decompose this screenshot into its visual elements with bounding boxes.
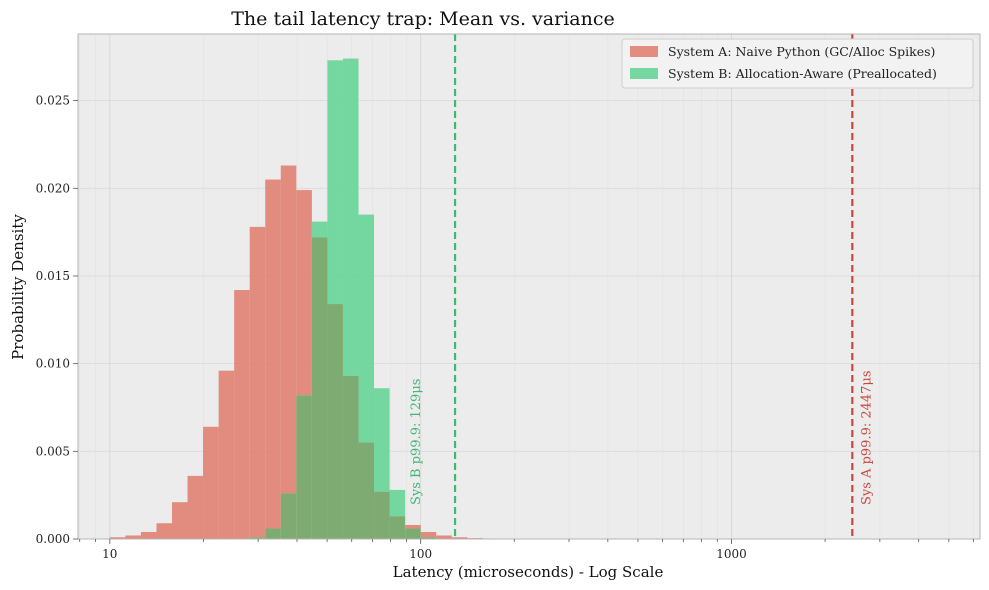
- x-tick-label: 10: [102, 547, 117, 561]
- bar-system-a: [187, 475, 204, 539]
- bar-overlap: [420, 537, 437, 539]
- y-tick-label: 0.000: [36, 532, 70, 546]
- bar-system-a: [249, 226, 266, 538]
- x-tick-label: 100: [409, 547, 432, 561]
- series-a-bars: [109, 165, 530, 539]
- bar-system-a: [451, 537, 468, 539]
- y-axis-title: Probability Density: [9, 214, 27, 360]
- bar-system-a: [156, 523, 173, 539]
- bar-overlap: [342, 375, 359, 539]
- x-axis: 10 100 1000: [79, 539, 974, 561]
- y-tick-label: 0.010: [36, 357, 70, 371]
- bar-overlap: [358, 442, 375, 539]
- bar-system-a: [218, 370, 235, 539]
- y-axis: 0.000 0.005 0.010 0.015 0.020 0.025: [36, 94, 78, 546]
- x-tick-label: 1000: [716, 547, 747, 561]
- legend-swatch-system-a: [630, 46, 658, 57]
- annotation-system-b: Sys B p99.9: 129μs: [409, 379, 424, 505]
- bar-overlap: [311, 237, 328, 539]
- bar-system-b: [327, 60, 343, 305]
- bar-system-a: [203, 426, 219, 539]
- bar-overlap: [374, 491, 390, 539]
- y-tick-label: 0.020: [36, 181, 70, 195]
- bar-system-a: [296, 190, 312, 396]
- series-b-bars: [311, 58, 406, 517]
- bar-system-a: [140, 531, 157, 539]
- bar-system-a: [280, 165, 297, 494]
- legend-label-system-b: System B: Allocation-Aware (Preallocated…: [668, 66, 937, 81]
- bar-overlap: [280, 493, 297, 539]
- y-tick-label: 0.005: [36, 444, 70, 458]
- chart-title: The tail latency trap: Mean vs. variance: [231, 8, 614, 30]
- bar-system-b: [358, 214, 375, 443]
- y-tick-label: 0.025: [36, 94, 70, 108]
- bar-system-a: [405, 524, 421, 529]
- legend-swatch-system-b: [630, 68, 658, 79]
- bar-system-b: [389, 489, 406, 517]
- bar-overlap: [249, 537, 266, 539]
- bar-system-a: [125, 535, 141, 539]
- overlap-bars: [249, 237, 437, 539]
- bar-system-b: [342, 58, 359, 376]
- bar-overlap: [296, 395, 312, 539]
- bar-system-a: [420, 531, 437, 538]
- plot-frame: [77, 33, 981, 540]
- bar-system-b: [374, 388, 390, 492]
- bar-system-b: [311, 221, 328, 238]
- legend-label-system-a: System A: Naive Python (GC/Alloc Spikes): [668, 44, 935, 59]
- bar-overlap: [389, 516, 406, 539]
- bar-system-a: [436, 535, 452, 539]
- bar-system-a: [265, 179, 281, 529]
- x-axis-title: Latency (microseconds) - Log Scale: [393, 563, 664, 581]
- legend: System A: Naive Python (GC/Alloc Spikes)…: [621, 38, 974, 89]
- y-tick-label: 0.015: [36, 269, 70, 283]
- legend-box: [621, 38, 974, 89]
- bar-system-a: [109, 537, 126, 539]
- bar-overlap: [265, 528, 281, 539]
- percentile-lines: Sys A p99.9: 2447μs Sys B p99.9: 129μs: [409, 34, 874, 539]
- annotation-system-a: Sys A p99.9: 2447μs: [859, 370, 874, 505]
- bar-overlap: [405, 528, 421, 539]
- bar-system-a: [172, 502, 188, 539]
- bar-overlap: [327, 304, 343, 539]
- bar-system-a: [234, 290, 250, 539]
